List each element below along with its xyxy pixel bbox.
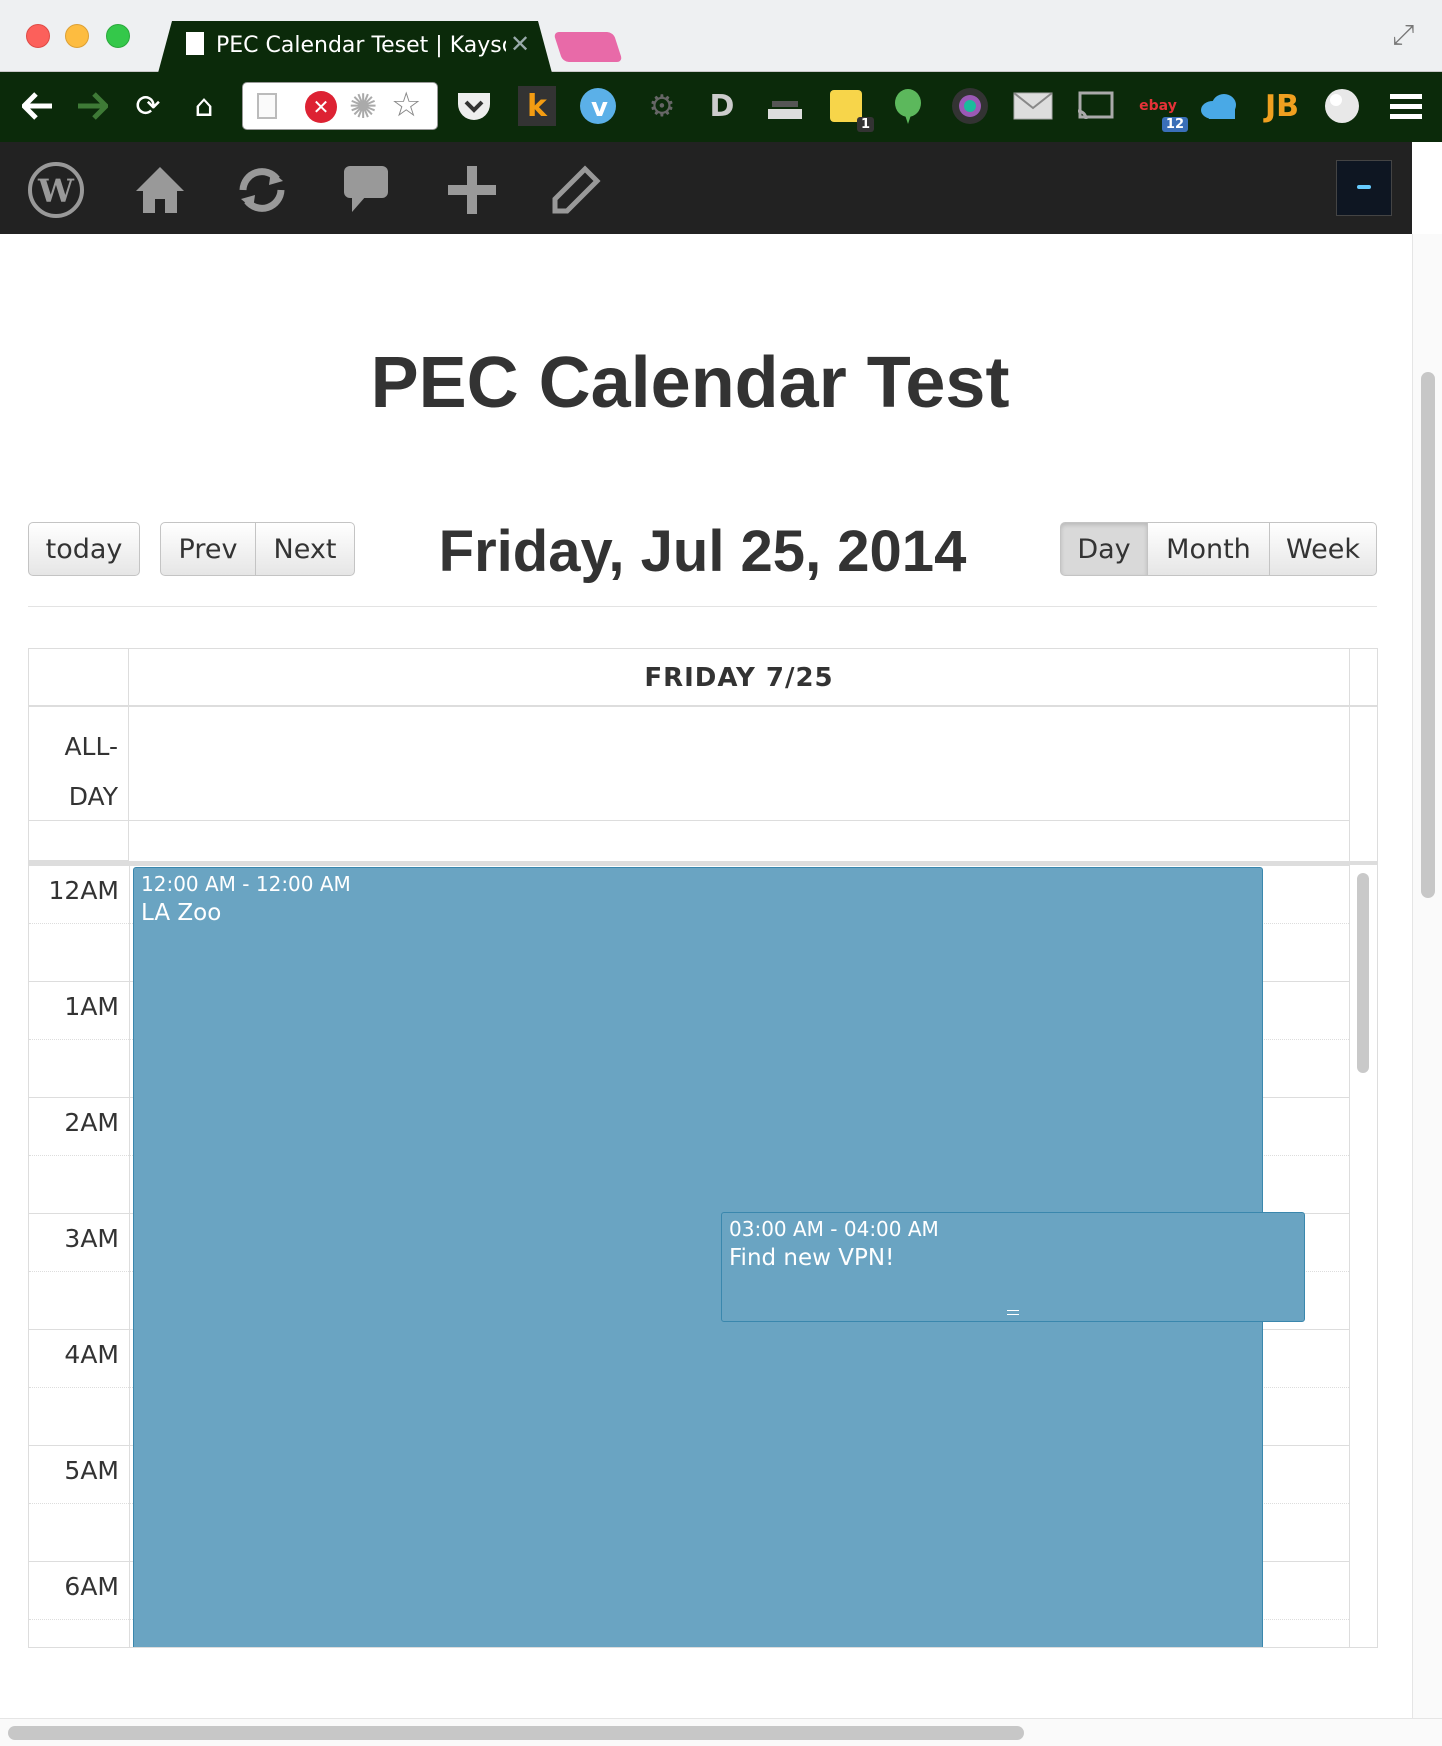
page-horizontal-scrollbar[interactable] — [0, 1718, 1442, 1746]
svg-text:W: W — [37, 172, 75, 210]
forward-icon[interactable] — [72, 86, 112, 126]
bookmark-star-icon[interactable]: ☆ — [391, 85, 422, 125]
page-title: PEC Calendar Test — [370, 343, 1010, 423]
page-icon — [186, 32, 204, 55]
hour-label: 2AM — [64, 1108, 119, 1137]
prev-button[interactable]: Prev — [160, 522, 256, 576]
fullscreen-icon[interactable]: ⤢ — [1392, 18, 1415, 51]
browser-toolbar: ⟳ ⌂ ✕ ✺ ☆ k v ⚙ D 1 ebay 12 JB — [0, 72, 1442, 142]
ebay-icon[interactable]: ebay 12 — [1136, 86, 1188, 132]
hour-label: 12AM — [48, 876, 119, 905]
hour-label: 3AM — [64, 1224, 119, 1253]
sticky-extension-icon[interactable]: 1 — [826, 86, 874, 132]
d-extension-icon[interactable]: D — [709, 88, 735, 124]
back-icon[interactable] — [18, 86, 58, 126]
v-extension-icon[interactable]: v — [578, 86, 618, 126]
tab-strip: PEC Calendar Teset | Kaysc ✕ ⤢ — [0, 0, 1442, 73]
new-content-icon[interactable] — [442, 160, 502, 220]
time-grid[interactable]: 12AM 1AM 2AM 3AM 4AM 5AM 6AM 12:00 AM - 12:00 … — [29, 865, 1377, 1647]
gear-icon[interactable]: ✺ — [349, 87, 378, 127]
evernote-icon[interactable] — [890, 86, 926, 126]
all-day-slot[interactable] — [129, 707, 1349, 821]
comments-icon[interactable] — [336, 160, 396, 220]
page-viewport: PEC Calendar Test today Prev Next Friday… — [0, 234, 1412, 1718]
zoom-window-button[interactable] — [106, 24, 130, 48]
page-vertical-scrollbar[interactable] — [1412, 234, 1442, 1718]
scanner-icon[interactable] — [764, 86, 806, 126]
week-view-button[interactable]: Week — [1269, 522, 1377, 576]
event-title: LA Zoo — [141, 900, 222, 926]
hour-slot[interactable]: 12AM — [29, 865, 1349, 923]
edit-icon[interactable] — [546, 160, 606, 220]
cloud-icon[interactable] — [1198, 86, 1240, 126]
mail-icon[interactable] — [1012, 86, 1054, 126]
vertical-scroll-thumb[interactable] — [1421, 372, 1435, 898]
hour-label: 6AM — [64, 1572, 119, 1601]
all-day-label-line2: DAY — [68, 782, 118, 811]
all-day-label-line1: ALL- — [64, 732, 118, 761]
k-extension-icon[interactable]: k — [518, 86, 556, 126]
menu-icon[interactable] — [1384, 86, 1428, 126]
event-find-new-vpn[interactable]: 03:00 AM - 04:00 AM Find new VPN! — [721, 1212, 1305, 1322]
home-icon[interactable] — [130, 160, 190, 220]
horizontal-scroll-thumb[interactable] — [8, 1726, 1024, 1740]
calendar-date-heading: Friday, Jul 25, 2014 — [438, 519, 967, 584]
ebay-badge: 12 — [1161, 117, 1188, 132]
all-day-row: ALL- DAY — [29, 707, 1377, 861]
hour-label: 1AM — [64, 992, 119, 1021]
day-column-title: FRIDAY 7/25 — [644, 663, 834, 693]
updates-icon[interactable] — [232, 160, 292, 220]
close-tab-icon[interactable]: ✕ — [510, 30, 531, 58]
browser-tab[interactable]: PEC Calendar Teset | Kaysc ✕ — [158, 21, 552, 73]
gear-extension-icon[interactable]: ⚙ — [648, 88, 676, 124]
day-view-button[interactable]: Day — [1060, 522, 1148, 576]
address-bar[interactable]: ✕ ✺ ☆ — [242, 82, 438, 130]
hour-label: 5AM — [64, 1456, 119, 1485]
calendar-grid: FRIDAY 7/25 ALL- DAY 12AM 1AM 2AM 3AM 4AM 5AM… — [28, 648, 1378, 1648]
event-resize-handle[interactable] — [1007, 1310, 1019, 1315]
home-icon[interactable]: ⌂ — [194, 88, 214, 124]
calendar-column-header: FRIDAY 7/25 — [29, 649, 1377, 707]
month-view-button[interactable]: Month — [1147, 522, 1270, 576]
minimize-window-button[interactable] — [65, 24, 89, 48]
all-day-label: ALL- DAY — [29, 707, 129, 821]
page-icon — [257, 93, 277, 119]
close-window-button[interactable] — [26, 24, 50, 48]
header-divider — [28, 606, 1377, 607]
event-title: Find new VPN! — [729, 1245, 895, 1271]
next-button[interactable]: Next — [255, 522, 355, 576]
time-grid-scrollbar[interactable] — [1357, 873, 1369, 1073]
reload-icon[interactable]: ⟳ — [135, 88, 161, 124]
hour-label: 4AM — [64, 1340, 119, 1369]
event-time: 12:00 AM - 12:00 AM — [141, 872, 351, 896]
wp-admin-bar: W — [0, 142, 1412, 234]
blocker-extension-icon[interactable]: ✕ — [305, 91, 337, 123]
event-time: 03:00 AM - 04:00 AM — [729, 1217, 939, 1241]
all-day-divider — [29, 861, 1377, 865]
tab-title: PEC Calendar Teset | Kaysc — [216, 33, 506, 58]
jb-icon[interactable]: JB — [1264, 88, 1300, 124]
sticky-badge: 1 — [856, 117, 874, 132]
cast-icon[interactable] — [1074, 86, 1116, 126]
pocket-icon[interactable] — [452, 86, 496, 126]
new-tab-button[interactable] — [553, 32, 623, 62]
avatar[interactable] — [1336, 160, 1392, 216]
camera-icon[interactable] — [950, 86, 990, 126]
globe-icon[interactable] — [1322, 86, 1362, 126]
wordpress-icon[interactable]: W — [26, 160, 86, 220]
svg-text:v: v — [591, 93, 608, 123]
today-button[interactable]: today — [28, 522, 140, 576]
